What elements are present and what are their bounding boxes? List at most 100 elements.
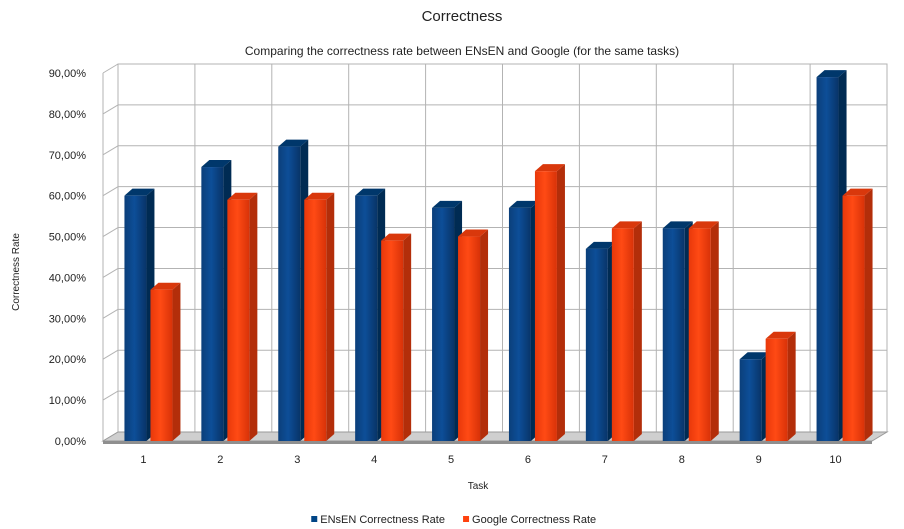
bar-top	[432, 200, 463, 208]
bar-top	[816, 70, 847, 78]
y-gridline-diag	[102, 63, 119, 74]
bar-front	[201, 167, 224, 442]
bar	[739, 352, 770, 441]
y-tick-label: 70,00%	[49, 150, 87, 162]
bar	[227, 192, 258, 441]
bar-top	[355, 188, 386, 196]
x-axis-label: Task	[468, 481, 490, 492]
x-tick-label: 10	[829, 454, 841, 466]
chart-title: Correctness	[422, 8, 503, 25]
x-tick-label: 1	[140, 454, 146, 466]
bar-front	[508, 207, 531, 441]
bar-front	[662, 228, 685, 441]
bar-top	[278, 139, 309, 147]
x-tick-label: 8	[679, 454, 685, 466]
bar	[765, 331, 796, 441]
plot-floor-edge	[103, 441, 872, 444]
bars	[124, 70, 873, 442]
bar	[688, 221, 719, 441]
bar	[842, 188, 873, 441]
bar	[201, 160, 232, 442]
bar-top	[739, 352, 770, 360]
x-tick-label: 7	[602, 454, 608, 466]
bar-top	[201, 160, 232, 168]
bar-top	[150, 282, 181, 290]
bar-side	[556, 164, 565, 441]
bar	[816, 70, 847, 441]
bar-side	[710, 221, 719, 441]
y-tick-label: 0,00%	[55, 436, 86, 448]
bar-side	[403, 233, 412, 441]
bar-top	[534, 164, 565, 172]
bar	[534, 164, 565, 441]
legend-label: Google Correctness Rate	[472, 514, 596, 526]
bar-top	[508, 200, 539, 208]
y-tick-labels: 0,00% 10,00% 20,00% 30,00% 40,00% 50,00% 60,00…	[49, 68, 87, 448]
legend-swatch	[311, 516, 318, 522]
bar-top	[458, 229, 489, 237]
bar-front	[227, 199, 250, 441]
x-tick-label: 5	[448, 454, 454, 466]
x-tick-label: 2	[217, 454, 223, 466]
bar	[458, 229, 489, 441]
bar	[381, 233, 412, 441]
y-tick-label: 40,00%	[49, 272, 87, 284]
bar-front	[842, 195, 865, 441]
bar-front	[765, 338, 788, 441]
bar	[304, 192, 335, 441]
bar-front	[355, 195, 378, 441]
bar-side	[249, 192, 258, 441]
legend-item: ENsEN Correctness Rate	[311, 514, 445, 526]
y-axis-label: Correctness Rate	[11, 233, 22, 311]
bar-front	[304, 199, 327, 441]
bar-side	[172, 282, 181, 441]
bar	[278, 139, 309, 441]
bar-top	[304, 192, 335, 200]
bar-top	[765, 331, 796, 339]
bar-top	[124, 188, 155, 196]
bar-top	[842, 188, 873, 196]
y-gridline-diag	[102, 227, 119, 237]
y-gridline-diag	[102, 104, 119, 115]
bar-front	[816, 77, 839, 441]
x-tick-labels: 1 2 3 4 5 6 7 8 9 10	[140, 454, 841, 466]
bar-front	[534, 171, 557, 441]
legend-swatch	[463, 516, 470, 522]
bar-front	[458, 236, 481, 441]
y-tick-label: 50,00%	[49, 232, 87, 244]
y-tick-label: 60,00%	[49, 191, 87, 203]
x-tick-label: 3	[294, 454, 300, 466]
y-gridline-diag	[102, 145, 119, 156]
bar-side	[864, 188, 873, 441]
chart-subtitle: Comparing the correctness rate between E…	[245, 44, 679, 58]
bar-side	[480, 229, 489, 441]
bar-side	[326, 192, 335, 441]
y-tick-label: 80,00%	[49, 109, 87, 121]
x-tick-label: 9	[756, 454, 762, 466]
bar-top	[381, 233, 412, 241]
bar	[508, 200, 539, 441]
legend-item: Google Correctness Rate	[463, 514, 596, 526]
bar-front	[432, 207, 455, 441]
bar-front	[278, 146, 301, 441]
bar	[611, 221, 642, 441]
legend-label: ENsEN Correctness Rate	[320, 514, 445, 526]
y-gridline-diag	[102, 186, 119, 197]
y-gridline-diag	[102, 268, 119, 278]
bar	[150, 282, 181, 441]
bar-top	[688, 221, 719, 229]
bar-top	[585, 241, 616, 249]
bar-front	[688, 228, 711, 441]
y-gridline-diag	[102, 308, 119, 319]
bar-front	[150, 289, 173, 441]
bar-side	[633, 221, 642, 441]
bar	[355, 188, 386, 441]
bar	[662, 221, 693, 441]
bar-top	[611, 221, 642, 229]
bar-front	[739, 359, 762, 441]
bar-front	[585, 248, 608, 441]
bar-front	[381, 240, 404, 441]
x-tick-label: 4	[371, 454, 377, 466]
bar-top	[662, 221, 693, 229]
